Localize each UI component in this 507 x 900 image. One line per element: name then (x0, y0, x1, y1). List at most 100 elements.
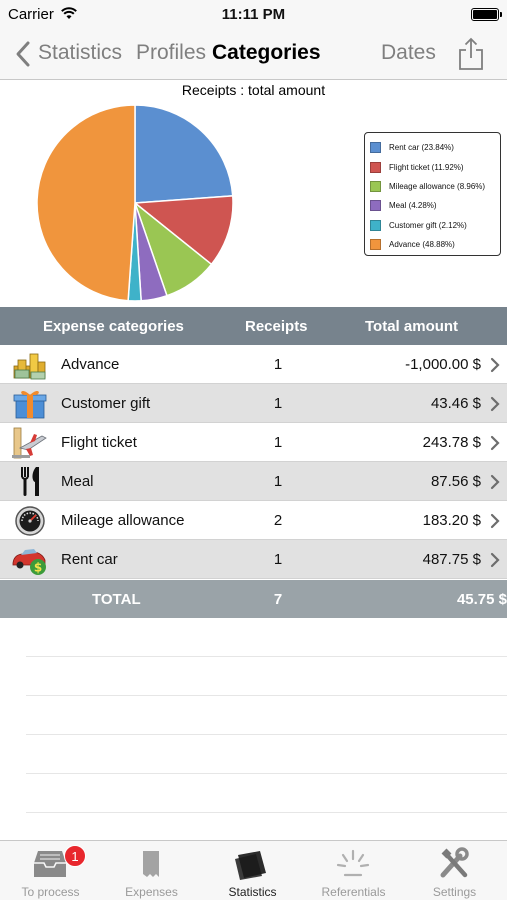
legend-label: Mileage allowance (8.96%) (389, 181, 486, 191)
legend-item: Meal (4.28%) (370, 196, 500, 215)
row-category-name: Rent car (61, 551, 118, 568)
legend-swatch (370, 180, 381, 192)
table-row[interactable]: Customer gift 1 43.46 $ (0, 384, 507, 423)
tab-bar: 1 To process Expenses Statistics Referen… (0, 840, 507, 900)
statistics-icon (235, 851, 266, 880)
row-total-amount: 43.46 $ (430, 395, 481, 412)
battery-icon (471, 8, 502, 21)
tab-referentials[interactable]: Referentials (303, 841, 404, 900)
tab-label: Referentials (321, 885, 386, 899)
row-receipt-count: 2 (273, 512, 283, 529)
legend-label: Advance (48.88%) (389, 240, 455, 250)
airplane-icon (12, 427, 47, 459)
legend-swatch (370, 219, 381, 231)
table-row[interactable]: Flight ticket 1 243.78 $ (0, 423, 507, 462)
row-receipt-count: 1 (273, 473, 283, 490)
carrier-label: Carrier (8, 6, 54, 23)
legend-item: Flight ticket (11.92%) (370, 157, 500, 176)
tab-to-process[interactable]: 1 To process (0, 841, 101, 900)
tab-statistics[interactable]: Statistics (202, 841, 303, 900)
legend-swatch (370, 161, 381, 173)
inbox-icon (34, 851, 66, 877)
row-total-amount: 487.75 $ (422, 551, 481, 568)
row-category-name: Customer gift (61, 395, 151, 412)
dates-button[interactable]: Dates (381, 41, 436, 64)
page-title: Categories (212, 41, 321, 64)
tools-icon (440, 847, 469, 878)
row-category-name: Advance (61, 356, 120, 373)
profiles-button[interactable]: Profiles (136, 41, 207, 64)
tab-label: Settings (432, 885, 477, 899)
table-row[interactable]: $ Rent car 1 487.75 $ (0, 540, 507, 579)
legend-label: Rent car (23.84%) (389, 143, 454, 153)
receipt-icon (143, 851, 159, 877)
speedometer-icon (15, 506, 45, 536)
legend-label: Flight ticket (11.92%) (389, 162, 464, 172)
chevron-right-icon (490, 513, 500, 529)
row-total-amount: 87.56 $ (430, 473, 481, 490)
status-bar: Carrier 11:11 PM (0, 0, 507, 28)
referentials-icon (336, 849, 370, 877)
pie-slice-advance (36, 104, 136, 302)
total-row: TOTAL 7 45.75 $ (0, 580, 507, 618)
row-receipt-count: 1 (273, 434, 283, 451)
chart-legend: Rent car (23.84%) Flight ticket (11.92%) M… (364, 132, 501, 256)
table-header: Expense categories Receipts Total amount (0, 307, 507, 345)
tab-label: Statistics (228, 885, 277, 899)
share-icon[interactable] (457, 36, 485, 72)
row-category-name: Mileage allowance (61, 512, 185, 529)
category-list: Advance 1 -1,000.00 $ Customer gift 1 43… (0, 345, 507, 579)
header-receipts: Receipts (245, 318, 308, 335)
pie-chart (36, 104, 234, 302)
wifi-icon (61, 7, 77, 19)
gift-icon (13, 390, 47, 419)
header-total-amount: Total amount (365, 318, 459, 335)
legend-item: Rent car (23.84%) (370, 138, 500, 157)
notification-badge: 1 (64, 845, 86, 867)
legend-label: Customer gift (2.12%) (389, 220, 467, 230)
chart-title: Receipts : total amount (181, 82, 326, 98)
legend-item: Customer gift (2.12%) (370, 216, 500, 235)
row-receipt-count: 1 (273, 551, 283, 568)
chevron-right-icon (490, 552, 500, 568)
status-time: 11:11 PM (221, 6, 286, 23)
cutlery-icon (21, 467, 39, 496)
legend-label: Meal (4.28%) (389, 201, 437, 211)
tab-settings[interactable]: Settings (404, 841, 505, 900)
legend-item: Mileage allowance (8.96%) (370, 177, 500, 196)
legend-item: Advance (48.88%) (370, 235, 500, 254)
legend-swatch (370, 142, 381, 154)
chevron-right-icon (490, 357, 500, 373)
coins-icon (13, 353, 46, 380)
row-total-amount: 243.78 $ (422, 434, 481, 451)
table-row[interactable]: Advance 1 -1,000.00 $ (0, 345, 507, 384)
row-total-amount: 183.20 $ (422, 512, 481, 529)
tab-expenses[interactable]: Expenses (101, 841, 202, 900)
legend-swatch (370, 200, 381, 212)
pie-slice-rent-car (134, 104, 234, 204)
chevron-right-icon (490, 435, 500, 451)
chart-area: Receipts : total amount Rent car (23.84%… (0, 80, 507, 307)
table-row[interactable]: Meal 1 87.56 $ (0, 462, 507, 501)
row-receipt-count: 1 (273, 356, 283, 373)
chevron-right-icon (490, 474, 500, 490)
navigation-bar: Statistics Profiles Categories Dates (0, 28, 507, 80)
empty-table-area (26, 618, 507, 840)
svg-text:$: $ (34, 561, 42, 575)
row-total-amount: -1,000.00 $ (405, 356, 481, 373)
legend-swatch (370, 239, 381, 251)
rental-car-icon: $ (12, 549, 46, 575)
chevron-right-icon (490, 396, 500, 412)
table-row[interactable]: Mileage allowance 2 183.20 $ (0, 501, 507, 540)
row-receipt-count: 1 (273, 395, 283, 412)
tab-label: Expenses (125, 885, 178, 899)
back-chevron-icon[interactable] (12, 40, 36, 68)
row-category-name: Meal (61, 473, 94, 490)
tab-label: To process (21, 885, 80, 899)
total-receipt-count: 7 (273, 591, 283, 608)
back-button[interactable]: Statistics (38, 41, 123, 64)
pie-slice-flight-ticket (133, 195, 234, 266)
row-category-name: Flight ticket (61, 434, 137, 451)
total-amount: 45.75 $ (456, 591, 507, 608)
total-label: TOTAL (92, 591, 141, 608)
